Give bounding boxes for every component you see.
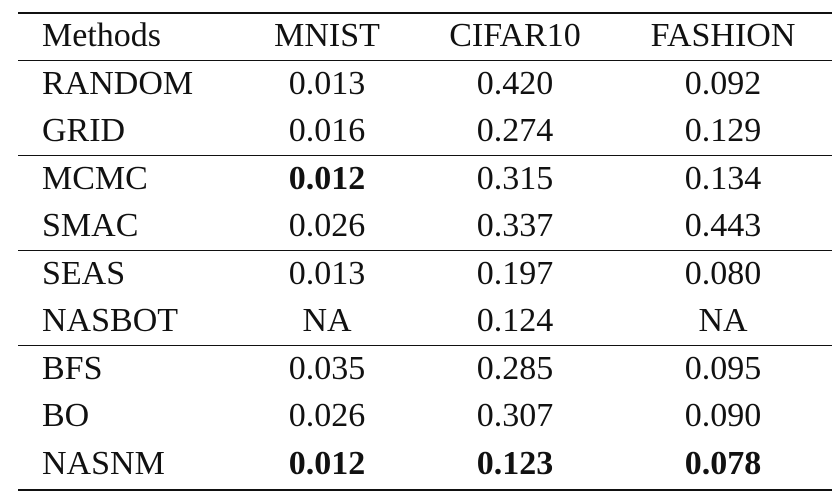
method-cell: NASNM <box>42 444 165 482</box>
value-cell: 0.012 <box>288 159 366 197</box>
value-cell: 0.012 <box>288 444 366 482</box>
value-cell: 0.016 <box>288 112 366 149</box>
header-cell: Methods <box>42 17 161 54</box>
value-cell: NA <box>698 302 748 339</box>
header-cell: MNIST <box>274 17 380 54</box>
method-cell: SEAS <box>42 254 126 292</box>
method-cell: MCMC <box>42 159 148 197</box>
value-cell: 0.124 <box>476 302 554 339</box>
value-cell: 0.123 <box>476 444 554 482</box>
value-cell: 0.274 <box>476 112 554 149</box>
rule <box>18 154 832 156</box>
value-cell: 0.035 <box>288 349 366 387</box>
value-cell: 0.013 <box>288 64 366 102</box>
value-cell: 0.095 <box>684 349 762 387</box>
header-cell: CIFAR10 <box>449 17 581 54</box>
method-cell: SMAC <box>42 207 139 244</box>
value-cell: 0.315 <box>476 159 554 197</box>
value-cell: 0.080 <box>684 254 762 292</box>
method-cell: GRID <box>42 112 126 149</box>
method-cell: NASBOT <box>42 302 179 339</box>
header-cell: FASHION <box>650 17 796 54</box>
rule <box>18 59 832 61</box>
value-cell: 0.420 <box>476 64 554 102</box>
value-cell: 0.078 <box>684 444 762 482</box>
value-cell: 0.285 <box>476 349 554 387</box>
value-cell: 0.134 <box>684 159 762 197</box>
value-cell: NA <box>302 302 352 339</box>
value-cell: 0.090 <box>684 397 762 434</box>
rule <box>18 344 832 346</box>
value-cell: 0.443 <box>684 207 762 244</box>
value-cell: 0.337 <box>476 207 554 244</box>
method-cell: RANDOM <box>42 64 194 102</box>
method-cell: BFS <box>42 349 103 387</box>
value-cell: 0.013 <box>288 254 366 292</box>
rule <box>18 12 832 14</box>
value-cell: 0.026 <box>288 397 366 434</box>
rule <box>18 249 832 251</box>
method-cell: BO <box>42 397 90 434</box>
value-cell: 0.026 <box>288 207 366 244</box>
value-cell: 0.092 <box>684 64 762 102</box>
rule <box>18 489 832 491</box>
value-cell: 0.197 <box>476 254 554 292</box>
value-cell: 0.129 <box>684 112 762 149</box>
value-cell: 0.307 <box>476 397 554 434</box>
